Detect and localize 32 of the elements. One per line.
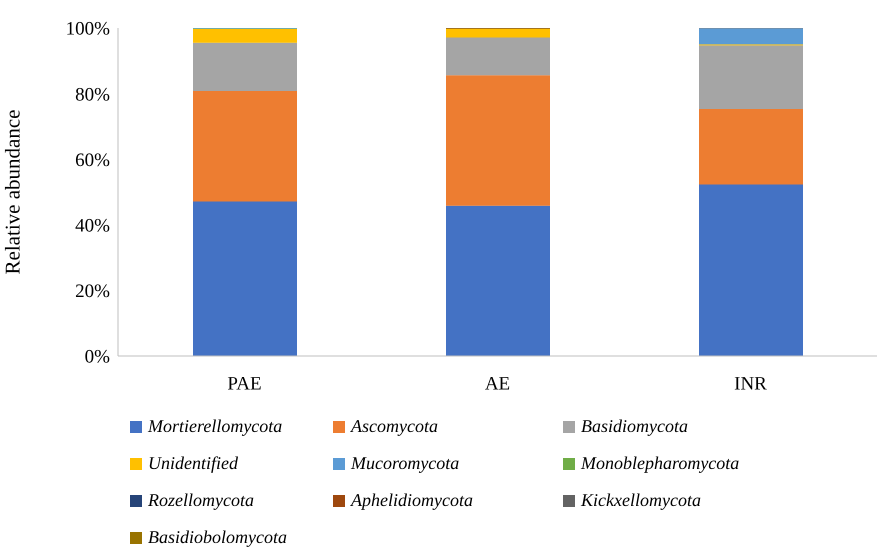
legend-label: Aphelidiomycota — [351, 490, 473, 511]
legend-label: Monoblepharomycota — [581, 453, 740, 474]
legend-label: Basidiobolomycota — [148, 527, 287, 548]
bar — [193, 90, 297, 202]
y-tick-label: 100% — [66, 18, 110, 40]
legend-label: Unidentified — [148, 453, 238, 474]
legend-label: Mucoromycota — [351, 453, 460, 474]
y-tick-label: 80% — [75, 84, 110, 106]
y-axis-title: Relative abundance — [0, 109, 24, 275]
bar — [699, 45, 803, 110]
bar — [193, 42, 297, 91]
bar — [446, 28, 550, 38]
bar — [193, 28, 297, 43]
y-tick-label: 40% — [75, 216, 110, 237]
legend-label: Rozellomycota — [148, 490, 254, 511]
bar — [446, 38, 550, 76]
bar — [699, 28, 803, 44]
bar — [699, 109, 803, 184]
legend-label: Kickxellomycota — [581, 490, 701, 511]
y-tick-label: 20% — [75, 281, 110, 302]
bar — [699, 184, 803, 356]
x-tick-label: INR — [734, 373, 768, 394]
legend-label: Ascomycota — [351, 416, 438, 437]
bar — [446, 75, 550, 206]
x-tick-label: PAE — [227, 373, 262, 394]
x-tick-label: AE — [484, 373, 510, 394]
legend-label: Mortierellomycota — [148, 416, 282, 437]
bar — [193, 202, 297, 356]
legend-label: Basidiomycota — [581, 416, 688, 437]
y-tick-label: 0% — [84, 346, 110, 368]
bar — [446, 206, 550, 356]
y-tick-label: 60% — [75, 150, 110, 171]
